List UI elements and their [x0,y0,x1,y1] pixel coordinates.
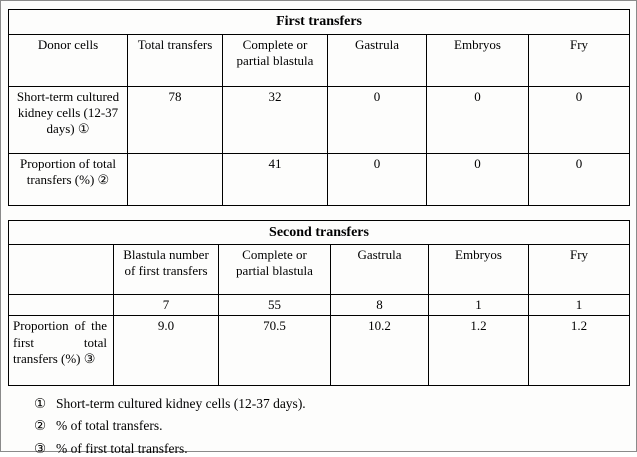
table-cell: 0 [426,152,529,206]
table-cell: 55 [218,293,331,317]
footnote-1: ① Short-term cultured kidney cells (12-37… [34,396,629,412]
table-subheader-row: 7 55 8 1 1 [8,293,630,317]
footnote-text-3: % of first total transfers. [56,440,188,456]
table-cell: 8 [330,293,429,317]
column-header-total-transfers: Total transfers [127,33,223,87]
table-cell: 1.2 [528,315,630,387]
second-transfers-table: Second transfers Blastula number of firs… [8,219,630,387]
row-label: Proportion of total transfers (%) ② [8,152,128,206]
column-header-blastula: Complete or partial blastula [222,33,328,87]
footnote-text-1: Short-term cultured kidney cells (12-37 … [56,396,306,412]
first-transfers-table: First transfers Donor cells Total transf… [7,9,631,206]
table-cell: 0 [527,85,631,154]
row-label: Proportion of the first total transfers … [8,315,114,387]
footnote-text-2: % of total transfers. [56,418,163,434]
column-header-embryos: Embryos [428,244,529,295]
table-title-row: First transfers [7,9,631,35]
column-header-embryos: Embryos [426,33,529,87]
table-cell: 7 [113,293,219,317]
table-cell [127,152,223,206]
column-header-blastula: Complete or partial blastula [218,244,331,295]
table-cell: 1 [528,293,630,317]
table-cell: 78 [127,85,223,154]
footnote-2: ② % of total transfers. [34,418,629,434]
table-cell: 0 [327,152,427,206]
table-cell: 0 [327,85,427,154]
table-cell: 70.5 [218,315,331,387]
table-header-row: Donor cells Total transfers Complete or … [8,33,631,87]
column-header-blastula-number: Blastula number of first transfers [113,244,219,295]
row-label: Short-term cultured kidney cells (12-37 … [8,85,128,154]
footnote-marker-3: ③ [34,440,47,456]
table-cell: 9.0 [113,315,219,387]
table-cell [8,293,114,317]
column-header-donor-cells: Donor cells [8,33,128,87]
table-cell: 1 [428,293,529,317]
column-header-empty [8,244,114,295]
table-cell: 41 [222,152,328,206]
column-header-gastrula: Gastrula [327,33,427,87]
table-cell: 0 [527,152,631,206]
table-cell: 0 [426,85,529,154]
table-cell: 32 [222,85,328,154]
footnote-marker-2: ② [34,418,47,434]
footnote-3: ③ % of first total transfers. [34,441,629,457]
table-cell: 1.2 [428,315,529,387]
footnote-marker-1: ① [34,396,47,412]
column-header-fry: Fry [527,33,631,87]
table1-title: First transfers [7,9,631,35]
table-row: Proportion of the first total transfers … [8,315,630,387]
table2-title: Second transfers [8,219,630,245]
footnotes: ① Short-term cultured kidney cells (12-37… [8,396,629,457]
table-cell: 10.2 [330,315,429,387]
table-header-row: Blastula number of first transfers Compl… [8,244,630,295]
table-row: Proportion of total transfers (%) ② 41 0… [8,152,631,206]
table-title-row: Second transfers [8,219,630,245]
column-header-gastrula: Gastrula [330,244,429,295]
column-header-fry: Fry [528,244,630,295]
table-row: Short-term cultured kidney cells (12-37 … [8,85,631,154]
